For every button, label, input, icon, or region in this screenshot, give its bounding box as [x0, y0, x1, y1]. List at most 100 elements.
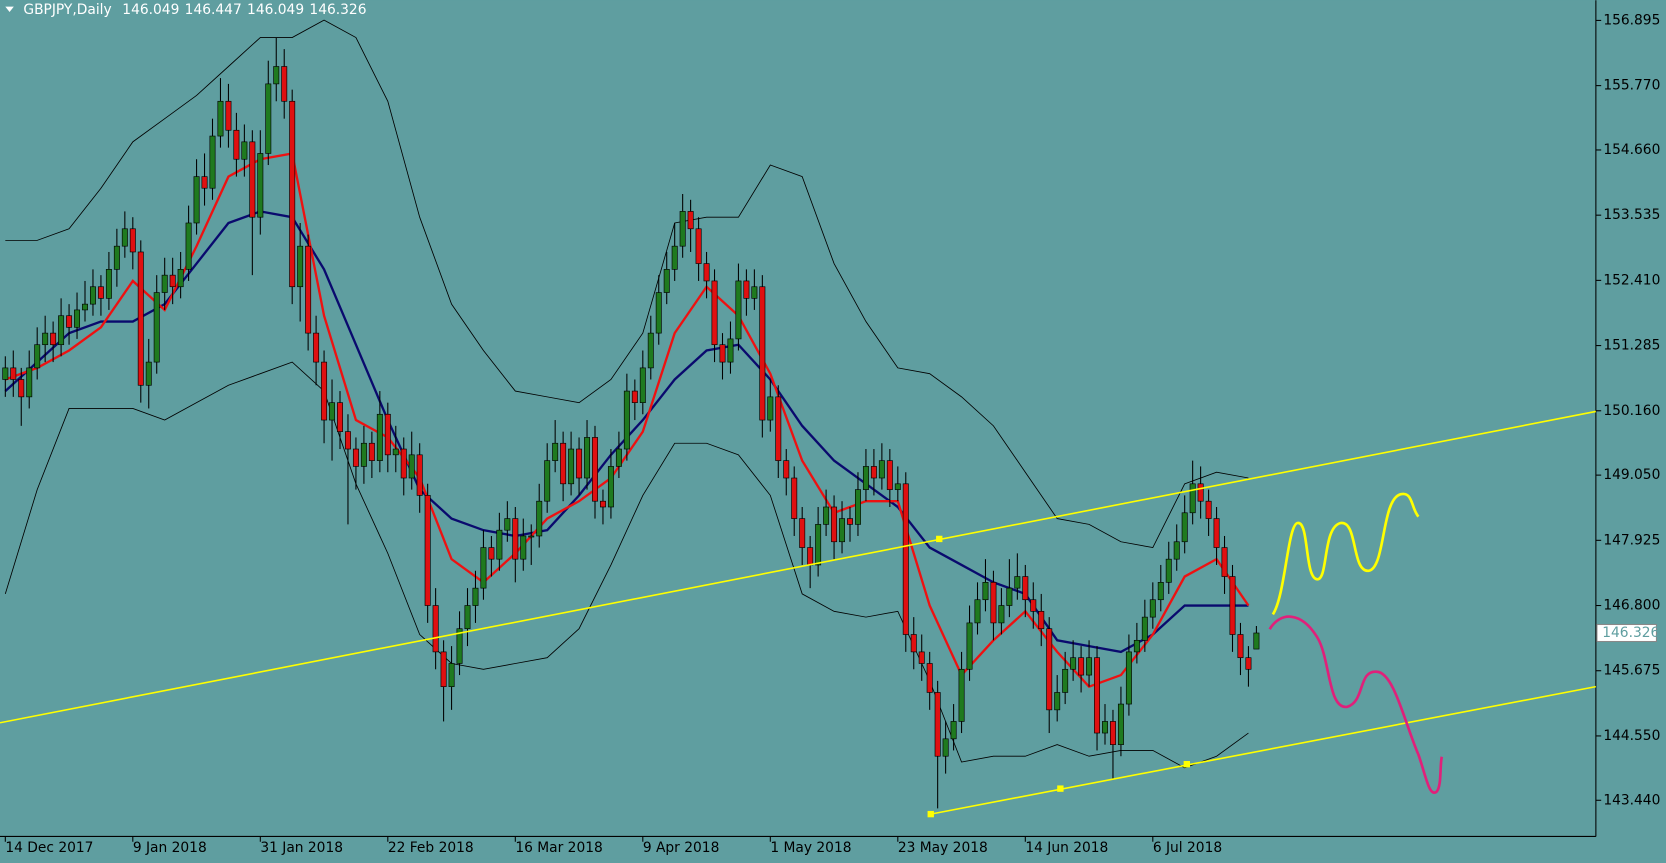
candle-body [950, 721, 957, 740]
candle-body [50, 332, 57, 346]
candle-body [823, 506, 830, 525]
candle-body [671, 245, 678, 270]
x-tick-label: 16 Mar 2018 [515, 840, 602, 856]
candle-body [34, 344, 41, 369]
candle-body [576, 448, 583, 479]
y-tick-label: 151.285 [1603, 338, 1660, 354]
candle-body [1173, 541, 1180, 560]
candle-body [1014, 576, 1021, 589]
candle-body [1006, 587, 1013, 606]
candle-body [831, 506, 838, 543]
candle-body [129, 228, 136, 253]
candle-body [584, 437, 591, 479]
candle-body [464, 605, 471, 630]
candle-body [759, 286, 766, 421]
candle-body [209, 135, 216, 189]
candle-body [289, 100, 296, 288]
candle-body [982, 582, 989, 601]
candle-body [512, 518, 519, 560]
candle-body [1197, 483, 1204, 502]
candle-body [1117, 703, 1124, 745]
y-tick-label: 145.675 [1603, 663, 1660, 679]
y-tick-label: 149.050 [1603, 467, 1660, 483]
y-tick-label: 156.895 [1603, 12, 1660, 28]
candle-body [201, 176, 208, 189]
plot-area [2, 19, 1260, 809]
x-tick-label: 9 Jan 2018 [133, 840, 207, 856]
candle-body [344, 431, 351, 450]
candle-body [416, 454, 423, 496]
candle-body [775, 396, 782, 461]
candle-body [647, 332, 654, 369]
current-price-label: 146.326 [1602, 625, 1659, 641]
candle-body [639, 367, 646, 403]
candle-body [337, 402, 343, 432]
y-tick-label: 155.770 [1603, 78, 1660, 94]
candle-body [767, 396, 774, 421]
candle-body [1046, 628, 1053, 711]
candle-body [376, 413, 383, 461]
candle-body [926, 663, 933, 693]
candle-body [1229, 576, 1236, 635]
menu-arrow[interactable] [5, 6, 14, 12]
candle-body [193, 176, 200, 224]
candle-body [918, 651, 925, 664]
candle-body [249, 141, 256, 218]
candle-body [735, 280, 742, 340]
anchor-point [927, 810, 934, 818]
candle-body [799, 518, 806, 548]
y-tick-label: 146.800 [1603, 598, 1660, 614]
candle-body [313, 332, 320, 363]
candle-body [10, 367, 17, 380]
y-tick-label: 153.535 [1603, 207, 1660, 223]
candle-body [703, 263, 710, 282]
candle-body [854, 489, 861, 525]
candle-body [448, 663, 455, 687]
candle-body [1253, 632, 1260, 650]
x-tick-label: 14 Dec 2017 [5, 840, 93, 856]
y-tick-label: 154.660 [1603, 142, 1660, 158]
candle-body [560, 442, 567, 485]
x-tick-label: 22 Feb 2018 [388, 840, 474, 856]
candle-body [711, 280, 718, 346]
candle-body [113, 245, 120, 270]
candle-body [66, 315, 73, 328]
candle-body [520, 535, 527, 560]
candle-body [1157, 582, 1164, 601]
candle-body [1094, 657, 1101, 734]
candle-body [1149, 599, 1156, 618]
candle-body [1062, 668, 1069, 693]
candle-body [1165, 558, 1172, 583]
candle-body [400, 448, 407, 479]
candle-body [137, 251, 144, 386]
candle-body [352, 448, 359, 467]
candle-body [528, 535, 535, 538]
candle-body [719, 344, 726, 363]
candle-body [687, 211, 694, 230]
y-tick-label: 152.410 [1603, 272, 1660, 288]
candle-body [1189, 483, 1196, 514]
candle-body [1054, 692, 1061, 711]
x-tick-label: 31 Jan 2018 [260, 840, 343, 856]
candle-body [727, 338, 734, 363]
candle-body [1022, 576, 1029, 601]
candle-body [958, 668, 965, 722]
candle-body [902, 483, 909, 635]
candle-body [791, 477, 798, 519]
candle-body [440, 651, 447, 687]
candle-body [807, 547, 814, 566]
candle-body [281, 66, 288, 102]
candle-body [544, 460, 551, 502]
candle-body [886, 460, 893, 490]
y-tick-label: 147.925 [1603, 532, 1660, 548]
candle-body [1221, 547, 1228, 577]
candle-body [225, 100, 232, 131]
candle-body [1133, 639, 1140, 653]
high: 146.447 [185, 2, 242, 18]
candle-body [408, 454, 415, 479]
trend-line [0, 410, 1597, 724]
symbol: GBPJPY,Daily [23, 2, 111, 18]
y-tick-label: 150.160 [1603, 403, 1660, 419]
